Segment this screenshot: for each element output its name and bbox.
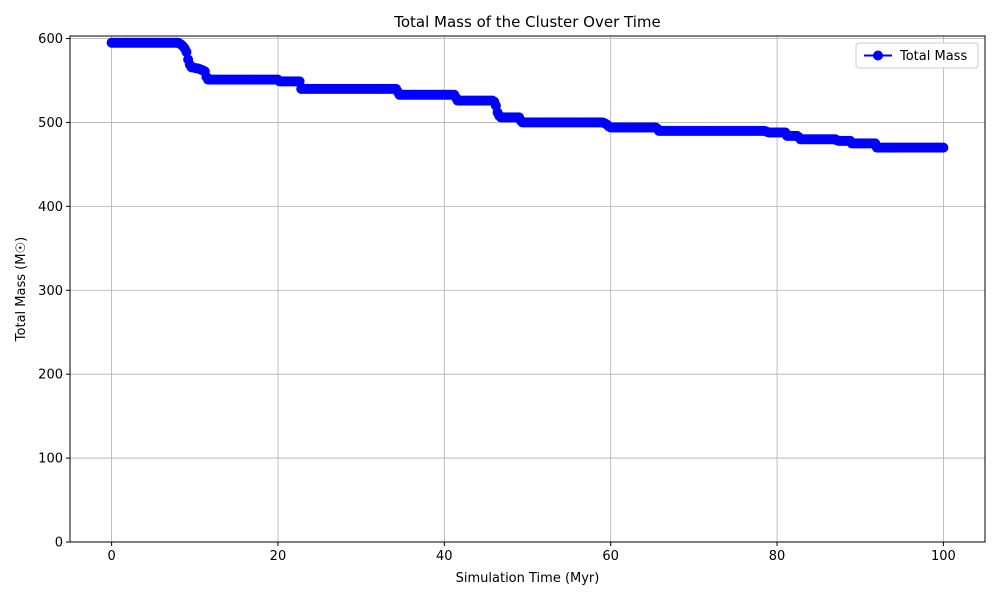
- legend-label: Total Mass: [899, 49, 967, 64]
- chart-title: Total Mass of the Cluster Over Time: [393, 13, 661, 31]
- legend-box: [855, 42, 979, 69]
- grid-lines: [70, 36, 985, 543]
- y-tick-label: 400: [38, 200, 63, 215]
- x-tick-label: 100: [931, 549, 956, 564]
- data-point: [294, 76, 305, 87]
- x-axis-label: Simulation Time (Myr): [456, 571, 600, 586]
- data-point: [938, 142, 949, 153]
- x-tick-label: 20: [270, 549, 287, 564]
- y-tick-label: 200: [38, 368, 63, 383]
- y-tick-label: 600: [38, 32, 63, 47]
- x-tick-label: 60: [602, 549, 619, 564]
- y-tick-label: 500: [38, 116, 63, 131]
- ticks: 0 20 40 60 80 100 0 100 200 300 400 500 600: [38, 32, 956, 564]
- x-tick-label: 40: [436, 549, 453, 564]
- y-tick-label: 0: [55, 536, 63, 551]
- y-tick-label: 100: [38, 452, 63, 467]
- data-point: [181, 46, 192, 57]
- legend-marker: [873, 50, 883, 61]
- x-tick-label: 0: [107, 549, 115, 564]
- series-line: [111, 41, 944, 149]
- legend: Total Mass: [855, 42, 979, 69]
- y-tick-label: 300: [38, 284, 63, 299]
- plot-frame: [69, 35, 986, 543]
- data-layer: [106, 37, 949, 153]
- y-axis-label: Total Mass (M☉): [14, 237, 29, 342]
- x-tick-label: 80: [769, 549, 786, 564]
